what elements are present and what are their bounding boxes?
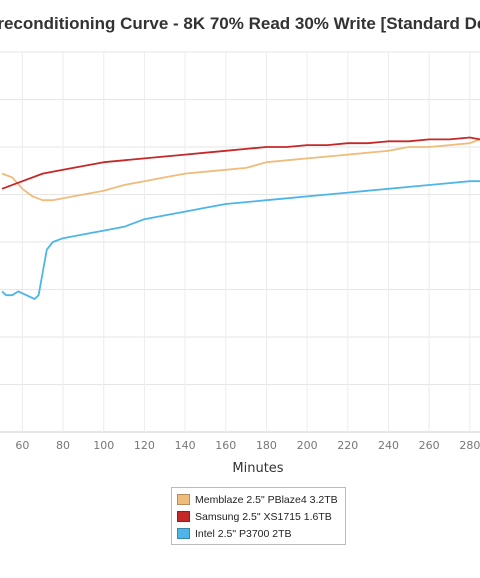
x-tick-label: 80 bbox=[56, 439, 70, 452]
x-tick-label: 200 bbox=[297, 439, 318, 452]
x-axis-label: Minutes bbox=[232, 461, 283, 476]
x-tick-labels: 60 80 100 120 140 160 180 200 220 240 260 280 bbox=[15, 439, 480, 452]
x-tick-label: 140 bbox=[175, 439, 196, 452]
legend-item[interactable]: Intel 2.5" P3700 2TB bbox=[177, 525, 345, 542]
x-tick-label: 120 bbox=[134, 439, 155, 452]
x-tick-label: 220 bbox=[337, 439, 358, 452]
series-line-0 bbox=[1, 138, 480, 202]
x-tick-label: 280 bbox=[459, 439, 480, 452]
series-lines bbox=[1, 136, 480, 300]
x-tick-label: 260 bbox=[419, 439, 440, 452]
chart-title: Preconditioning Curve - 8K 70% Read 30% … bbox=[0, 14, 480, 33]
x-tick-label: 60 bbox=[15, 439, 29, 452]
legend-label-intel: Intel 2.5" P3700 2TB bbox=[195, 527, 292, 540]
series-line-2 bbox=[1, 180, 480, 300]
x-tick-label: 160 bbox=[215, 439, 236, 452]
grid bbox=[0, 51, 480, 433]
legend: Memblaze 2.5" PBlaze4 3.2TB Samsung 2.5"… bbox=[171, 487, 346, 545]
series-line-1 bbox=[1, 136, 480, 190]
legend-item[interactable]: Memblaze 2.5" PBlaze4 3.2TB bbox=[177, 491, 345, 508]
legend-swatch-intel bbox=[177, 528, 190, 539]
legend-label-samsung: Samsung 2.5" XS1715 1.6TB bbox=[195, 510, 332, 523]
x-tick-label: 180 bbox=[256, 439, 277, 452]
legend-swatch-samsung bbox=[177, 511, 190, 522]
x-tick-label: 240 bbox=[378, 439, 399, 452]
x-tick-label: 100 bbox=[93, 439, 114, 452]
legend-label-memblaze: Memblaze 2.5" PBlaze4 3.2TB bbox=[195, 493, 338, 506]
legend-item[interactable]: Samsung 2.5" XS1715 1.6TB bbox=[177, 508, 345, 525]
legend-swatch-memblaze bbox=[177, 494, 190, 505]
